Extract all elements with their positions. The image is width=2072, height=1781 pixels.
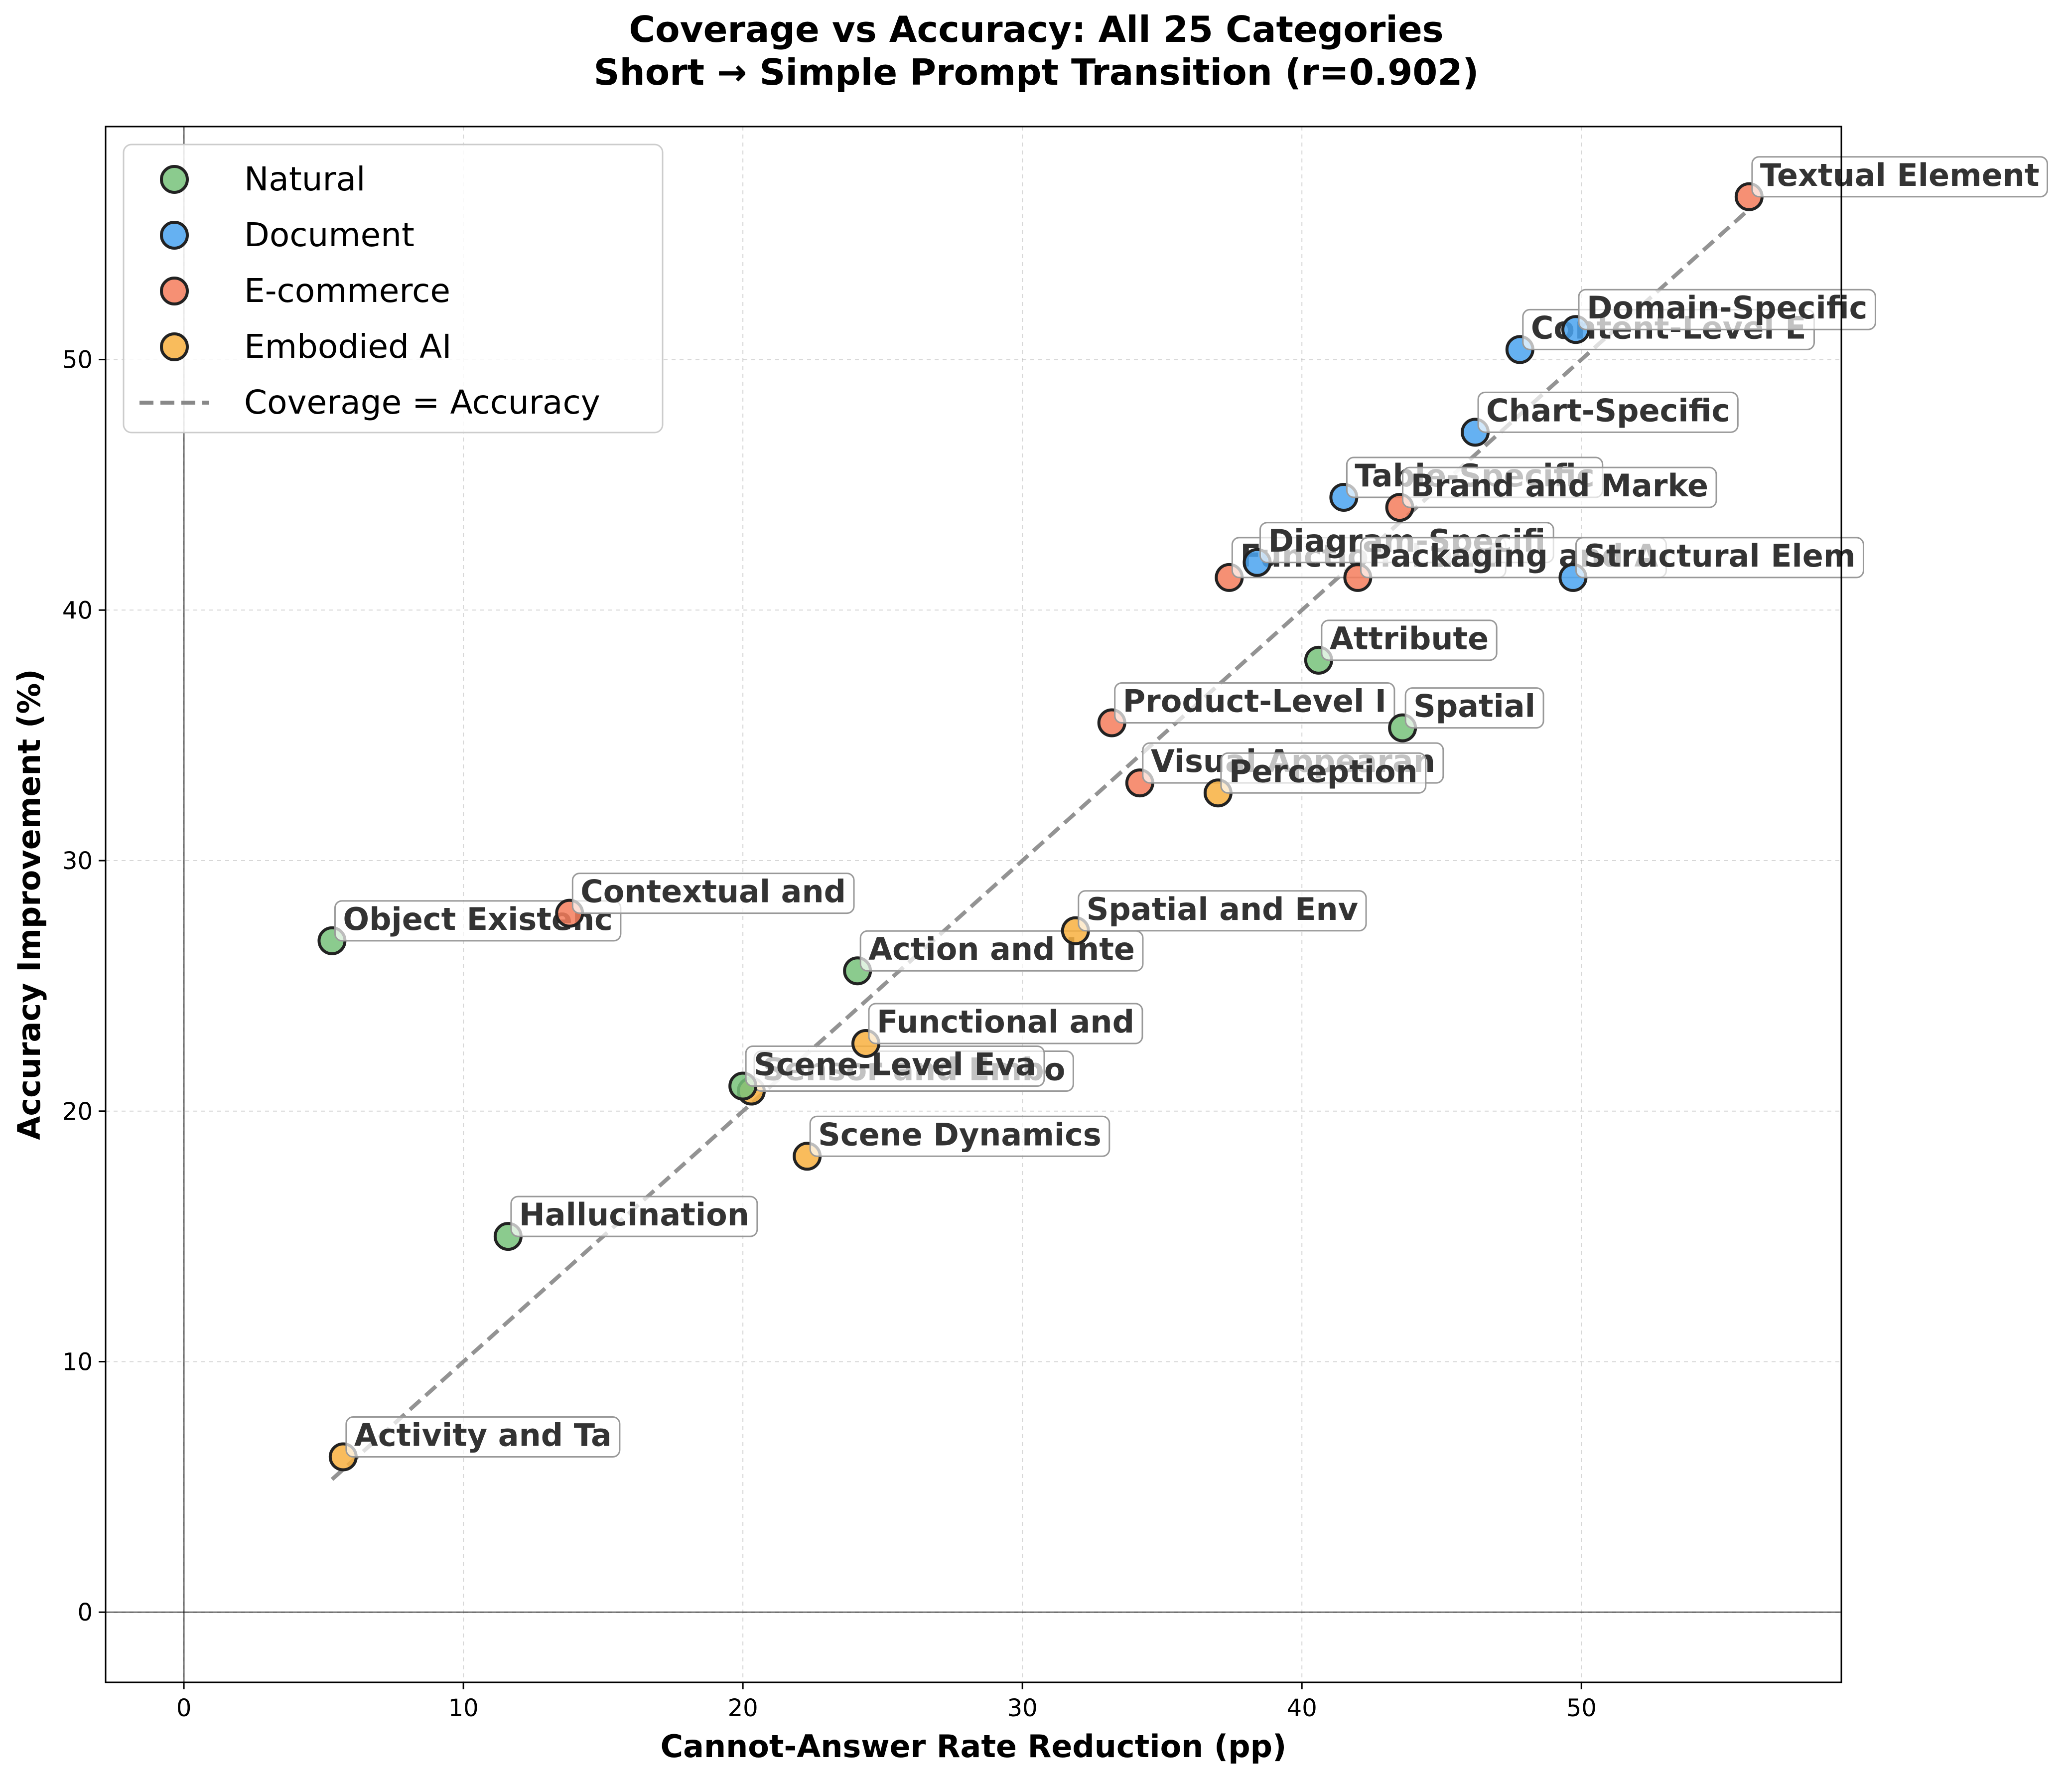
point-label-box [1477,391,1739,433]
y-tick-label: 50 [62,346,93,374]
y-axis-label: Accuracy Improvement (%) [11,669,47,1140]
legend-entry: Natural [244,160,365,198]
point-label-box [571,873,855,914]
point-label-box [809,1115,1110,1157]
point-label-text: Hallucination [519,1196,749,1233]
point-label-box [1575,537,1864,579]
point-label: Structural Elem [1575,537,1864,579]
point-label-text: Product-Level I [1123,683,1386,720]
point-label-text: Spatial [1413,688,1535,725]
point-label-box [868,1003,1143,1044]
point-label: Attribute [1321,619,1498,661]
x-tick-label: 40 [1287,1694,1317,1722]
point-label-box [1402,466,1717,508]
x-tick-label: 20 [728,1694,758,1722]
point-label-text: Spatial and Env [1087,891,1358,927]
x-tick-label: 50 [1566,1694,1597,1722]
y-tick-label: 20 [62,1098,93,1126]
chart-title-line2: Short → Simple Prompt Transition (r=0.90… [594,51,1479,93]
point-label-box [1751,156,2049,198]
legend-marker [160,277,189,305]
point-label: Activity and Ta [345,1416,621,1458]
x-axis-label: Cannot-Answer Rate Reduction (pp) [661,1728,1287,1765]
point-label: Functional and [868,1003,1143,1044]
point-label: Contextual and [571,873,855,914]
point-label-text: Activity and Ta [354,1417,612,1454]
point-label-text: Contextual and [580,874,846,910]
point-label: Product-Level I [1114,682,1395,724]
plot-frame [105,126,1842,1683]
point-label: Hallucination [510,1195,758,1237]
axis-ticks: 0 10 20 30 40 50 0 10 20 30 40 50 [62,346,1597,1722]
point-label-text: Action and Inte [868,931,1135,967]
legend-marker [160,221,189,250]
point-label-text: Chart-Specific [1486,392,1730,429]
point-label-text: Structural Elem [1584,538,1855,574]
legend-marker [160,332,189,361]
point-label-box [334,900,622,942]
point-label-box [745,1045,1045,1087]
point-label: Action and Inte [859,930,1144,972]
y-tick-label: 40 [62,596,93,624]
point-label-text: Textual Element [1760,157,2040,193]
point-label-text: Functional and [877,1004,1134,1040]
point-label: Domain-Specific [1578,289,1876,330]
x-tick-label: 10 [448,1694,479,1722]
legend-entry: Coverage = Accuracy [244,383,600,422]
point-label-text: Attribute [1330,620,1489,657]
point-label: Perception [1220,752,1427,794]
point-label-box [1578,289,1876,330]
point-label-text: Scene Dynamics [818,1116,1102,1153]
chart-title-line1: Coverage vs Accuracy: All 25 Categories [629,8,1443,50]
legend-entry: Document [244,216,414,254]
y-tick-label: 10 [62,1348,93,1376]
x-tick-label: 0 [176,1694,192,1722]
point-label: Chart-Specific [1477,391,1739,433]
point-label-box [345,1416,621,1458]
legend-marker [160,165,189,194]
point-label-box [1404,687,1544,729]
point-label-text: Domain-Specific [1587,290,1867,326]
point-label: Brand and Marke [1402,466,1717,508]
y-tick-label: 0 [77,1599,93,1627]
point-label: Scene-Level Eva [745,1045,1045,1087]
point-label-box [1321,619,1498,661]
point-label-box [1078,890,1367,932]
point-label-box [510,1195,758,1237]
y-tick-label: 30 [62,847,93,875]
legend-box [123,144,664,434]
point-label: Spatial [1404,687,1544,729]
x-tick-label: 30 [1007,1694,1038,1722]
point-label: Textual Element [1751,156,2049,198]
point-label: Scene Dynamics [809,1115,1110,1157]
legend: Natural Document E-commerce Embodied AI Cove… [123,144,664,434]
point-label-text: Scene-Level Eva [754,1046,1036,1082]
point-label: Spatial and Env [1078,890,1367,932]
point-label-text: Brand and Marke [1411,467,1708,504]
legend-entry: Embodied AI [244,327,452,366]
point-label-text: Perception [1229,753,1418,789]
point-label-box [1220,752,1427,794]
point-label-box [1114,682,1395,724]
legend-entry: E-commerce [244,272,450,310]
